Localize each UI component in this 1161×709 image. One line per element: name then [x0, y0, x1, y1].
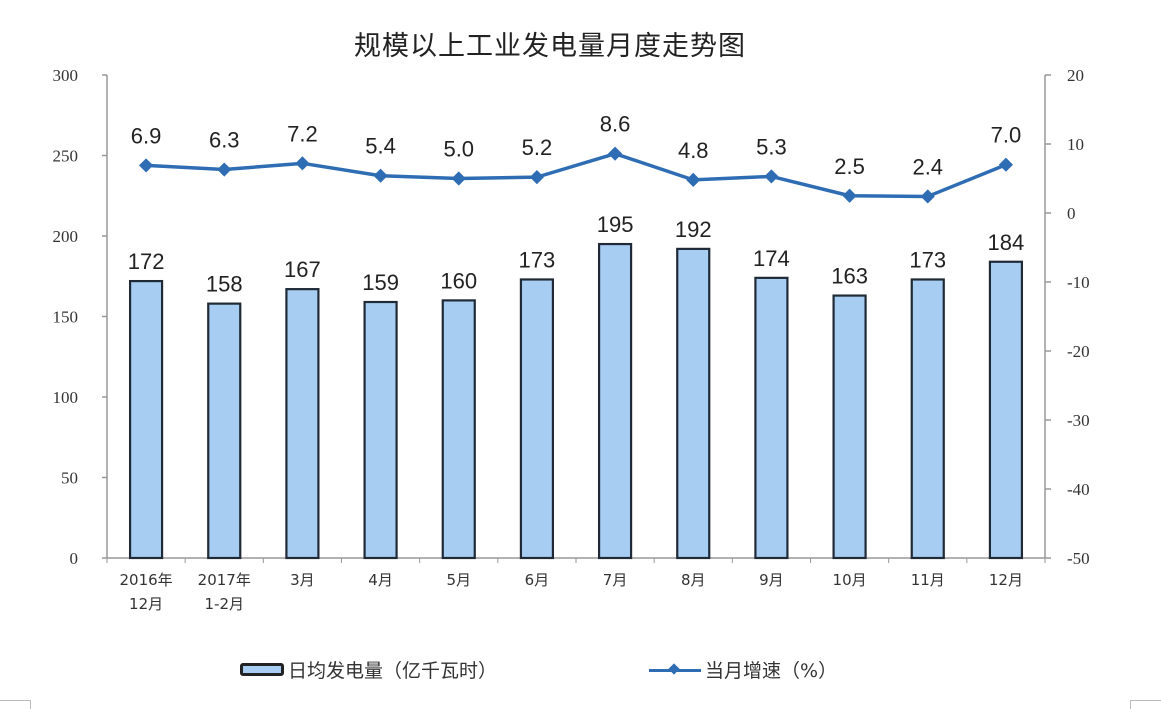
- x-tick-label: 2016年: [119, 571, 172, 589]
- diamond-marker-icon: [608, 146, 623, 161]
- diamond-marker-icon: [842, 188, 857, 203]
- line-value-label: 2.4: [912, 154, 943, 179]
- line-value-label: 5.0: [443, 137, 474, 162]
- bar-value-label: 160: [440, 268, 477, 293]
- bar-series: [128, 242, 1024, 560]
- left-tick-label: 0: [70, 549, 79, 568]
- diamond-marker-icon: [451, 171, 466, 186]
- x-tick-label: 6月: [525, 571, 550, 589]
- line-value-label: 7.2: [287, 121, 318, 146]
- diamond-marker-icon: [920, 189, 935, 204]
- bar-value-label: 195: [597, 212, 634, 237]
- bar: [128, 279, 164, 560]
- x-tick-label: 3月: [290, 571, 315, 589]
- growth-line: [145, 151, 1007, 199]
- line-value-label: 5.3: [756, 134, 787, 159]
- line-value-label: 5.2: [522, 135, 553, 160]
- diamond-marker-icon: [998, 157, 1013, 172]
- bar-value-label: 173: [909, 247, 946, 272]
- bar: [988, 260, 1024, 560]
- bar-value-label: 192: [675, 217, 712, 242]
- left-tick-label: 200: [53, 227, 79, 246]
- right-tick-label: -10: [1067, 273, 1090, 292]
- x-tick-label: 9月: [759, 571, 784, 589]
- right-tick-label: -40: [1067, 480, 1090, 499]
- bar: [441, 299, 476, 560]
- x-tick-label: 12月: [989, 571, 1023, 589]
- x-tick-label: 4月: [368, 571, 393, 589]
- chart-title: 规模以上工业发电量月度走势图: [354, 31, 746, 62]
- left-tick-label: 250: [53, 147, 79, 166]
- bar-swatch-icon: [240, 663, 284, 676]
- bar: [676, 247, 711, 560]
- bar: [363, 300, 398, 560]
- legend-bar-label: 日均发电量（亿千瓦时）: [288, 660, 498, 682]
- diamond-marker-icon: [217, 162, 232, 177]
- diamond-marker-icon: [686, 172, 701, 187]
- bar-value-label: 159: [362, 270, 399, 295]
- x-tick-label: 5月: [446, 571, 471, 589]
- right-tick-label: 0: [1067, 204, 1076, 223]
- right-tick-label: 20: [1067, 66, 1084, 85]
- left-tick-label: 100: [53, 388, 79, 407]
- line-series: [139, 146, 1013, 204]
- x-tick-label: 2017年: [198, 571, 251, 589]
- bar-value-label: 163: [831, 264, 868, 289]
- diamond-marker-icon: [529, 170, 544, 185]
- axes: 0 50 100 150 200 250 300 -50 -40 -30 -20 -10 0 10 20 20…: [53, 66, 1090, 613]
- line-value-label: 5.4: [365, 134, 396, 159]
- x-tick-label: 1-2月: [205, 595, 245, 613]
- x-tick-label: 10月: [833, 571, 867, 589]
- bar: [207, 302, 242, 560]
- bar: [519, 278, 555, 560]
- line-marker-icon: [649, 663, 702, 677]
- legend-item-line: 当月增速（%）: [649, 656, 837, 683]
- bar-value-label: 158: [206, 272, 243, 297]
- right-tick-label: 10: [1067, 135, 1084, 154]
- right-tick-label: -20: [1067, 342, 1090, 361]
- x-tick-label: 11月: [911, 571, 945, 589]
- x-tick-label: 12月: [129, 595, 163, 613]
- diamond-marker-icon: [295, 156, 310, 171]
- bar: [832, 294, 867, 560]
- left-tick-label: 150: [53, 308, 79, 327]
- line-value-label: 6.9: [131, 123, 162, 148]
- legend-item-bar: 日均发电量（亿千瓦时）: [240, 656, 497, 683]
- bar: [597, 242, 633, 560]
- bar-value-label: 173: [519, 247, 556, 272]
- x-tick-label: 7月: [603, 571, 628, 589]
- diamond-marker-icon: [373, 168, 388, 183]
- bar-value-label: 167: [284, 257, 321, 282]
- line-value-label: 8.6: [600, 112, 631, 137]
- left-tick-label: 300: [53, 66, 79, 85]
- right-tick-label: -30: [1067, 411, 1090, 430]
- diamond-marker-icon: [139, 158, 154, 173]
- bar-value-label: 174: [753, 246, 790, 271]
- line-value-label: 4.8: [678, 138, 709, 163]
- line-value-label: 6.3: [209, 128, 240, 153]
- bar-value-label: 184: [988, 230, 1025, 255]
- right-tick-label: -50: [1067, 549, 1090, 568]
- legend-line-label: 当月增速（%）: [705, 660, 838, 682]
- legend: 日均发电量（亿千瓦时） 当月增速（%）: [240, 656, 837, 683]
- diamond-marker-icon: [764, 169, 779, 184]
- line-value-label: 7.0: [991, 123, 1022, 148]
- bar-value-label: 172: [128, 249, 165, 274]
- data-labels: 172 158 167 159 160 173 195 192 174 163 173 184 6.9 6…: [128, 112, 1025, 297]
- x-tick-label: 8月: [681, 571, 706, 589]
- bar: [754, 276, 789, 560]
- line-value-label: 2.5: [834, 154, 865, 179]
- left-tick-label: 50: [61, 469, 78, 488]
- bar: [285, 288, 320, 560]
- bar: [910, 278, 945, 560]
